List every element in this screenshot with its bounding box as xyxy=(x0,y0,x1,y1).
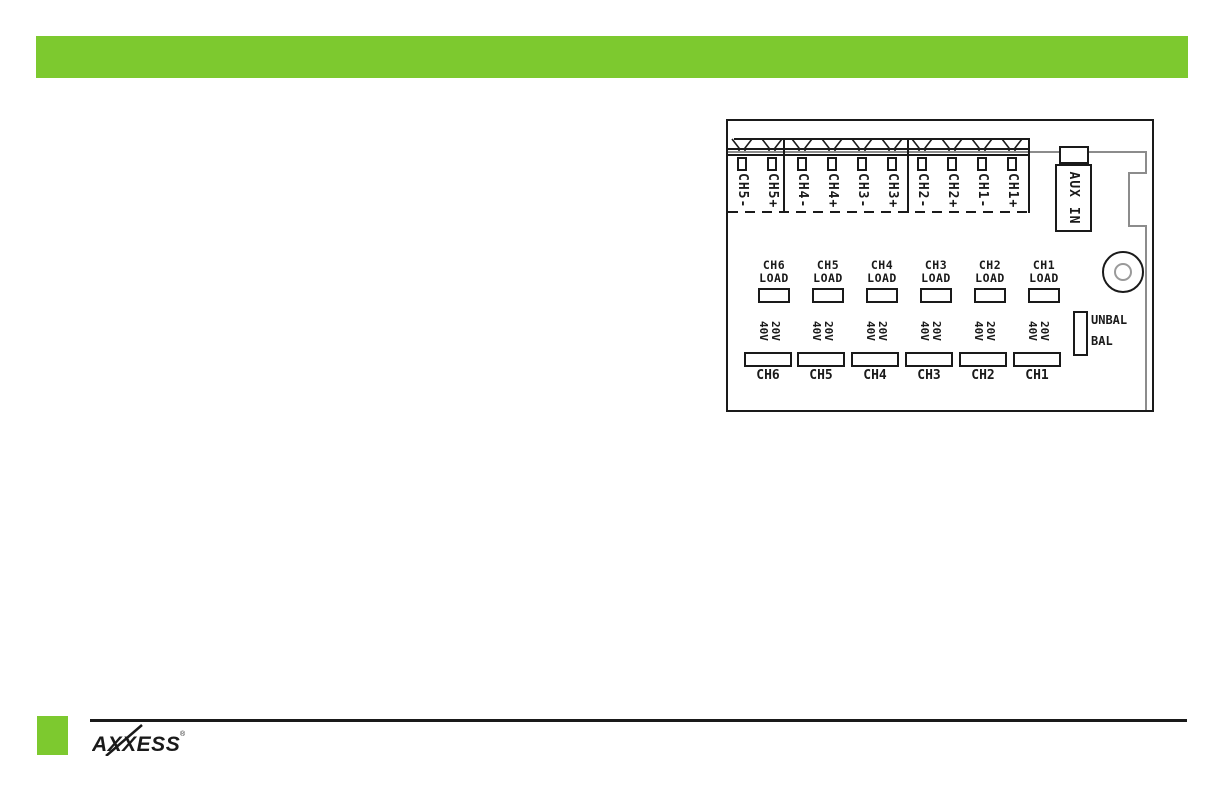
terminal-pin xyxy=(977,157,987,171)
axxess-logo: AXXESS ® xyxy=(92,724,186,756)
terminal-label: CH5+ xyxy=(765,173,780,209)
terminal-strip-right-edge xyxy=(1028,138,1030,213)
terminal-section-divider xyxy=(907,138,909,213)
terminal-strip-rail-upper xyxy=(728,148,1030,150)
voltage-switch-label: 20V 40V xyxy=(864,321,889,341)
terminal-pin xyxy=(887,157,897,171)
load-jumper xyxy=(812,288,844,303)
load-jumper-label: CH1 LOAD xyxy=(1029,258,1059,285)
axxess-logo-trademark: ® xyxy=(180,730,186,738)
terminal-pin xyxy=(917,157,927,171)
terminal-strip-hidden-bottom xyxy=(728,211,1030,213)
load-jumper-label: CH6 LOAD xyxy=(759,258,789,285)
terminal-label: CH1- xyxy=(975,173,990,209)
mounting-hole xyxy=(1102,251,1144,293)
voltage-switch xyxy=(905,352,953,367)
balance-switch xyxy=(1073,311,1088,356)
board-edge-right-upper xyxy=(1145,151,1147,174)
terminal-label: CH3+ xyxy=(885,173,900,209)
load-jumper-label: CH5 LOAD xyxy=(813,258,843,285)
terminal-label: CH2+ xyxy=(945,173,960,209)
voltage-switch xyxy=(959,352,1007,367)
channel-label: CH6 xyxy=(756,368,780,383)
channel-label: CH4 xyxy=(863,368,887,383)
terminal-label: CH4+ xyxy=(825,173,840,209)
aux-in-label: AUX IN xyxy=(1066,171,1081,225)
footer-rule xyxy=(90,719,1187,722)
voltage-switch xyxy=(1013,352,1061,367)
board-edge-top xyxy=(728,151,1147,153)
voltage-switch-label: 20V 40V xyxy=(918,321,943,341)
terminal-label: CH4- xyxy=(795,173,810,209)
voltage-switch xyxy=(744,352,792,367)
terminal-label: CH3- xyxy=(855,173,870,209)
load-jumper xyxy=(866,288,898,303)
load-jumper xyxy=(974,288,1006,303)
board-edge-right-lower xyxy=(1145,225,1147,410)
terminal-pin xyxy=(857,157,867,171)
channel-label: CH2 xyxy=(971,368,995,383)
terminal-pin xyxy=(767,157,777,171)
terminal-strip-rail-lower xyxy=(728,154,1030,156)
channel-label: CH5 xyxy=(809,368,833,383)
voltage-switch xyxy=(851,352,899,367)
terminal-pin xyxy=(737,157,747,171)
channel-label: CH3 xyxy=(917,368,941,383)
voltage-switch-label: 20V 40V xyxy=(1026,321,1051,341)
green-accent-square xyxy=(37,716,68,755)
terminal-pin xyxy=(797,157,807,171)
terminal-label: CH1+ xyxy=(1005,173,1020,209)
axxess-logo-slash xyxy=(105,724,143,756)
bal-label: BAL xyxy=(1091,334,1113,348)
terminal-pin xyxy=(827,157,837,171)
board-edge-notch-bottom xyxy=(1128,225,1147,227)
circuit-board-diagram: CH5- CH5+ CH4- CH4+ CH3- CH3+ CH2- CH2+ … xyxy=(726,119,1154,412)
load-jumper-label: CH4 LOAD xyxy=(867,258,897,285)
voltage-switch-label: 20V 40V xyxy=(972,321,997,341)
voltage-switch-label: 20V 40V xyxy=(810,321,835,341)
load-jumper xyxy=(1028,288,1060,303)
aux-in-jack-tab xyxy=(1059,146,1089,164)
load-jumper-label: CH3 LOAD xyxy=(921,258,951,285)
channel-label: CH1 xyxy=(1025,368,1049,383)
axxess-logo-text: AXXESS xyxy=(92,733,180,756)
aux-in-connector xyxy=(1055,164,1092,232)
terminal-label: CH2- xyxy=(915,173,930,209)
mounting-hole-inner xyxy=(1114,263,1132,281)
load-jumper xyxy=(920,288,952,303)
voltage-switch-label: 20V 40V xyxy=(757,321,782,341)
load-jumper xyxy=(758,288,790,303)
terminal-section-divider xyxy=(783,138,785,213)
unbal-label: UNBAL xyxy=(1091,313,1128,327)
terminal-label: CH5- xyxy=(735,173,750,209)
board-edge-notch-left xyxy=(1128,172,1130,227)
load-jumper-label: CH2 LOAD xyxy=(975,258,1005,285)
terminal-pin xyxy=(1007,157,1017,171)
board-edge-notch-top xyxy=(1128,172,1147,174)
green-header-bar xyxy=(36,36,1188,78)
terminal-pin xyxy=(947,157,957,171)
voltage-switch xyxy=(797,352,845,367)
